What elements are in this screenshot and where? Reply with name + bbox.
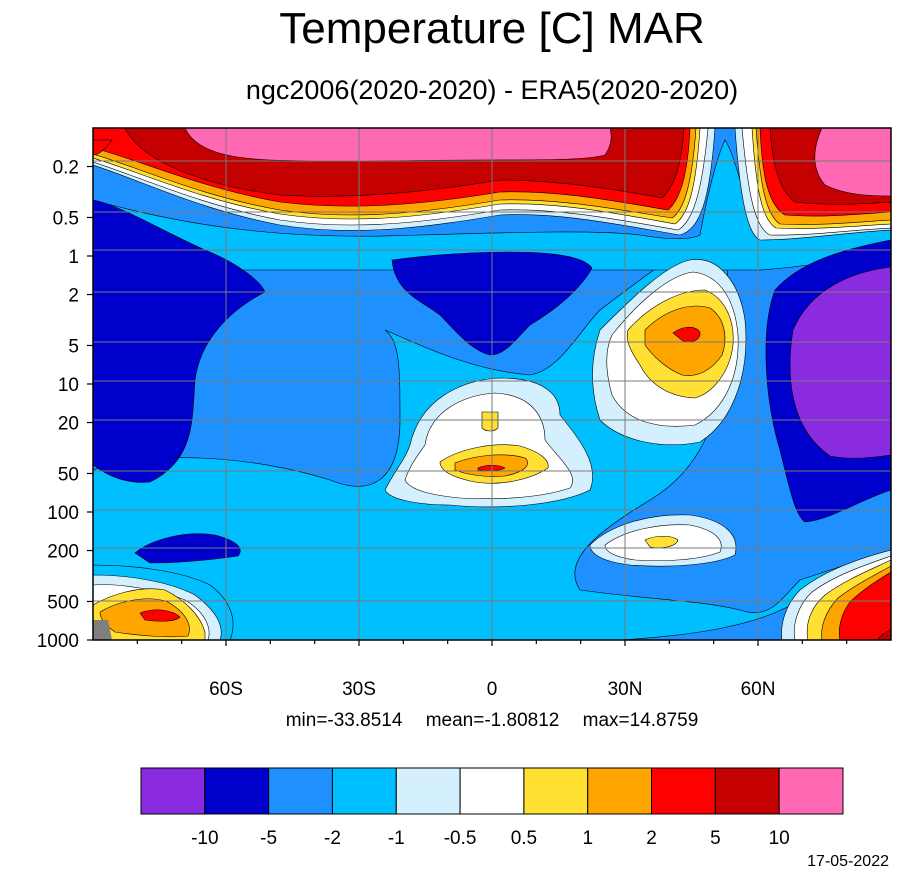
colorbar-swatch xyxy=(140,767,206,815)
colorbar-label: -5 xyxy=(260,828,277,849)
x-tick-label: 30N xyxy=(608,679,643,700)
colorbar-label: 0.5 xyxy=(511,828,537,849)
y-tick-label: 20 xyxy=(58,414,79,435)
y-tick-label: 5 xyxy=(68,336,79,357)
colorbar-label: 5 xyxy=(710,828,721,849)
colorbar-label: 1 xyxy=(582,828,593,849)
stat-min: min=-33.8514 xyxy=(285,710,403,731)
y-tick-label: 1000 xyxy=(37,631,79,652)
colorbar-label: -1 xyxy=(388,828,405,849)
x-tick-label: 60S xyxy=(209,679,243,700)
y-tick-label: 0.5 xyxy=(53,208,79,229)
chart-subtitle: ngc2006(2020-2020) - ERA5(2020-2020) xyxy=(245,75,739,105)
x-tick-label: 60N xyxy=(741,679,776,700)
colorbar-swatch xyxy=(587,767,653,815)
tick-marks xyxy=(87,165,848,646)
colorbar-swatch xyxy=(459,767,525,815)
colorbar-swatch xyxy=(268,767,333,815)
colorbar-swatch xyxy=(714,767,780,815)
colorbar xyxy=(140,767,844,815)
y-tick-label: 0.2 xyxy=(53,158,79,179)
colorbar-label: -10 xyxy=(191,828,218,849)
date-stamp: 17-05-2022 xyxy=(807,853,889,870)
stat-max: max=14.8759 xyxy=(582,710,699,731)
colorbar-swatch xyxy=(395,767,461,815)
stats-line: min=-33.8514 mean=-1.80812 max=14.8759 xyxy=(0,709,901,733)
stat-mean: mean=-1.80812 xyxy=(425,710,560,731)
y-tick-labels: 0.2 0.5 1 2 5 10 20 50 100 200 500 1000 xyxy=(37,158,79,652)
y-tick-label: 100 xyxy=(47,503,79,524)
colorbar-label: 2 xyxy=(646,828,657,849)
x-tick-labels: 60S 30S 0 30N 60N xyxy=(209,679,775,700)
y-tick-label: 2 xyxy=(68,286,79,307)
colorbar-label: -0.5 xyxy=(444,828,477,849)
x-tick-label: 30S xyxy=(342,679,376,700)
chart-title: Temperature [C] MAR xyxy=(279,4,705,53)
y-tick-label: 10 xyxy=(58,375,79,396)
y-tick-label: 1 xyxy=(68,247,79,268)
y-tick-label: 50 xyxy=(58,464,79,485)
grid-lines xyxy=(93,128,891,640)
colorbar-labels: -10 -5 -2 -1 -0.5 0.5 1 2 5 10 xyxy=(191,828,790,849)
colorbar-swatch xyxy=(204,767,270,815)
y-tick-label: 200 xyxy=(47,542,79,563)
colorbar-label: 10 xyxy=(769,828,790,849)
colorbar-swatch xyxy=(523,767,589,815)
colorbar-swatch xyxy=(331,767,397,815)
colorbar-swatch xyxy=(651,767,716,815)
x-tick-label: 0 xyxy=(487,679,498,700)
y-tick-label: 500 xyxy=(47,592,79,613)
colorbar-swatch xyxy=(778,767,844,815)
colorbar-label: -2 xyxy=(324,828,341,849)
